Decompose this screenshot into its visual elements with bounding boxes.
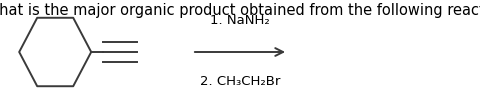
Text: 4. What is the major organic product obtained from the following reaction?: 4. What is the major organic product obt…: [0, 3, 480, 18]
Text: 2. CH₃CH₂Br: 2. CH₃CH₂Br: [200, 75, 280, 88]
Text: 1. NaNH₂: 1. NaNH₂: [210, 14, 270, 27]
